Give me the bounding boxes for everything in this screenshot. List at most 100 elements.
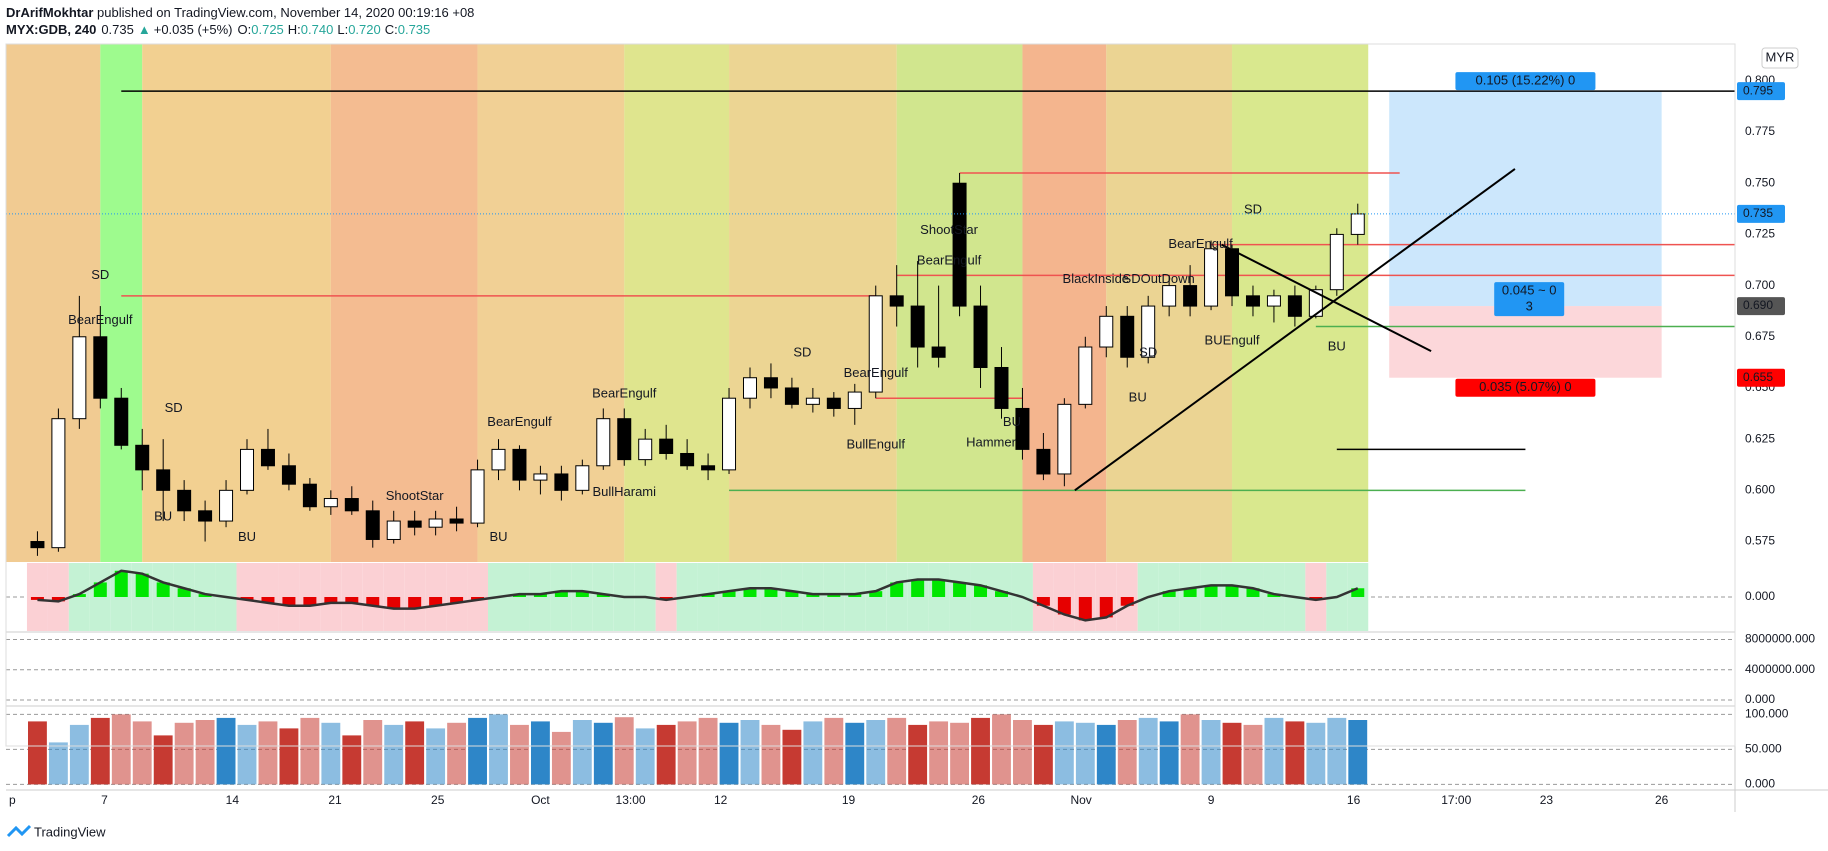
percent-bar — [761, 724, 781, 785]
x-tick-label: Nov — [1070, 793, 1091, 807]
price-tag-label: 0.655 — [1743, 370, 1773, 384]
annotation: ShootStar — [386, 488, 444, 503]
percent-bar — [950, 722, 970, 785]
osc-bar — [1183, 588, 1197, 597]
candle-body — [323, 498, 338, 508]
percent-bar — [929, 721, 949, 785]
logo — [6, 824, 32, 838]
osc-bar — [156, 582, 170, 597]
percent-bar — [908, 724, 928, 785]
percent-bar — [279, 728, 299, 785]
osc-bar — [261, 597, 275, 603]
x-tick-label: 25 — [431, 793, 445, 807]
candle-body — [386, 520, 401, 540]
osc-bar — [764, 588, 778, 597]
candle-body — [701, 465, 716, 471]
percent-bar — [489, 714, 508, 785]
price-tag — [1737, 368, 1785, 387]
annotation: BearEngulf — [917, 252, 982, 267]
candle-body — [533, 473, 548, 481]
annotation: BU — [1003, 414, 1021, 429]
percent-bar — [405, 721, 425, 785]
ohlc-label: O: — [238, 22, 252, 37]
y-tick-label: 50.000 — [1745, 742, 1782, 756]
price-tag-label: 0.795 — [1743, 83, 1773, 97]
session-band — [477, 44, 625, 562]
x-tick-label: 14 — [226, 793, 240, 807]
osc-bar — [1036, 597, 1050, 606]
y-tick-label: 0.000 — [1745, 589, 1775, 603]
candle-body — [575, 465, 590, 491]
mid-bg — [1494, 282, 1565, 317]
osc-bar — [240, 597, 254, 600]
osc-bar — [1078, 597, 1092, 621]
candle-body — [344, 498, 359, 512]
annotation: SD — [91, 267, 109, 282]
percent-bar — [572, 720, 592, 785]
percent-bar — [153, 735, 173, 785]
candle-body — [1225, 248, 1240, 297]
candle-body — [1287, 295, 1302, 317]
candle-body — [554, 473, 569, 491]
percent-bar — [48, 742, 68, 785]
pane-border — [5, 43, 1736, 747]
osc-bar — [1099, 597, 1113, 618]
candle-body — [1099, 315, 1114, 348]
percent-bar — [69, 724, 89, 785]
price-tag-label: 0.735 — [1743, 206, 1773, 220]
osc-bar — [1162, 591, 1176, 597]
percent-bar — [1285, 721, 1305, 785]
candle-body — [1036, 448, 1051, 475]
osc-bar — [659, 597, 673, 600]
candle-body — [93, 336, 108, 399]
ohlc-label: C: — [385, 22, 398, 37]
annotation: SD — [1139, 345, 1157, 360]
x-tick-label: 23 — [1540, 793, 1554, 807]
annotation: SD — [793, 345, 811, 360]
target-zone — [1389, 91, 1662, 307]
percent-bar — [1222, 722, 1242, 785]
percent-bar — [258, 721, 278, 785]
percent-bar — [698, 717, 718, 785]
y-tick-label: 8000000.000 — [1745, 632, 1815, 646]
candle-body — [931, 346, 946, 358]
y-tick-label: 100.000 — [1745, 707, 1789, 721]
stop-zone — [1389, 306, 1662, 378]
osc-bar — [408, 597, 422, 609]
percent-bar — [1159, 721, 1179, 785]
percent-bar — [635, 728, 655, 785]
candle-body — [1183, 285, 1198, 307]
osc-bar — [303, 597, 317, 606]
candle-body — [1162, 285, 1177, 307]
percent-bar — [1096, 724, 1116, 785]
ohlc-value: 0.725 — [251, 22, 284, 37]
symbol: MYX:GDB, 240 — [6, 22, 96, 37]
mid-text: 0.045 ~ 0 — [1502, 283, 1557, 298]
osc-bar — [911, 579, 925, 597]
percent-bar — [363, 720, 383, 785]
trend-line — [1221, 243, 1432, 353]
osc-bar — [1120, 597, 1134, 606]
candle-body — [826, 397, 841, 409]
y-tick-label: 0.000 — [1745, 777, 1775, 791]
ohlc-value: 0.735 — [398, 22, 431, 37]
candle-body — [910, 305, 925, 348]
x-tick-label: 26 — [972, 793, 986, 807]
percent-bar — [1054, 721, 1074, 785]
annotation: Hammer — [966, 435, 1017, 450]
osc-bar — [785, 591, 799, 597]
osc-bar — [953, 582, 967, 597]
osc-bar — [722, 591, 736, 597]
candle-body — [470, 469, 485, 524]
ohlc-value: 0.720 — [348, 22, 381, 37]
price-tag — [1737, 204, 1785, 223]
currency: MYR — [1766, 49, 1795, 64]
osc-bar — [1309, 597, 1323, 600]
osc-bar — [135, 573, 149, 597]
percent-bar — [803, 721, 823, 785]
osc-bar — [51, 597, 65, 602]
mid-text2: 3 — [1526, 299, 1533, 314]
annotation: BearEngulf — [592, 386, 657, 401]
percent-bar — [1075, 722, 1095, 785]
candle-body — [1266, 295, 1281, 307]
